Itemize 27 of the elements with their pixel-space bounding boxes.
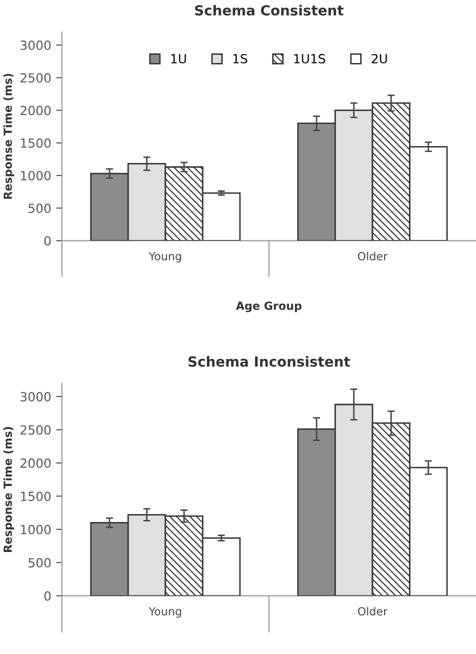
y-axis-title: Response Time (ms) — [3, 427, 14, 552]
y-axis-title: Response Time (ms) — [3, 74, 14, 199]
x-tick-label: Young — [148, 252, 182, 263]
y-tick-label: 2000 — [20, 106, 51, 116]
y-tick-label: 2000 — [20, 458, 51, 468]
legend-label: 1U1S — [294, 54, 326, 64]
y-tick-label: 500 — [28, 558, 51, 568]
chart-title: Schema Inconsistent — [188, 356, 350, 367]
x-tick-label: Older — [358, 252, 388, 260]
y-tick-label: 2500 — [20, 425, 51, 435]
legend-label: 2U — [372, 54, 387, 64]
x-axis-title: Age Group — [236, 302, 302, 312]
x-tick-label: Young — [148, 607, 182, 618]
legend-label: 1U — [171, 54, 186, 64]
y-tick-label: 1000 — [21, 524, 51, 534]
y-tick-label: 0 — [44, 236, 51, 246]
y-tick-label: 1000 — [21, 170, 51, 180]
y-tick-label: 0 — [44, 591, 51, 601]
y-tick-label: 3000 — [20, 392, 51, 402]
y-tick-label: 1500 — [21, 492, 51, 502]
chart-title: Schema Consistent — [195, 4, 344, 16]
y-tick-label: 1500 — [21, 138, 51, 148]
legend-label: 1S — [233, 54, 248, 64]
x-tick-label: Older — [358, 606, 388, 616]
y-tick-label: 3000 — [20, 40, 51, 50]
y-tick-label: 500 — [28, 204, 51, 213]
y-tick-label: 2500 — [20, 73, 51, 83]
